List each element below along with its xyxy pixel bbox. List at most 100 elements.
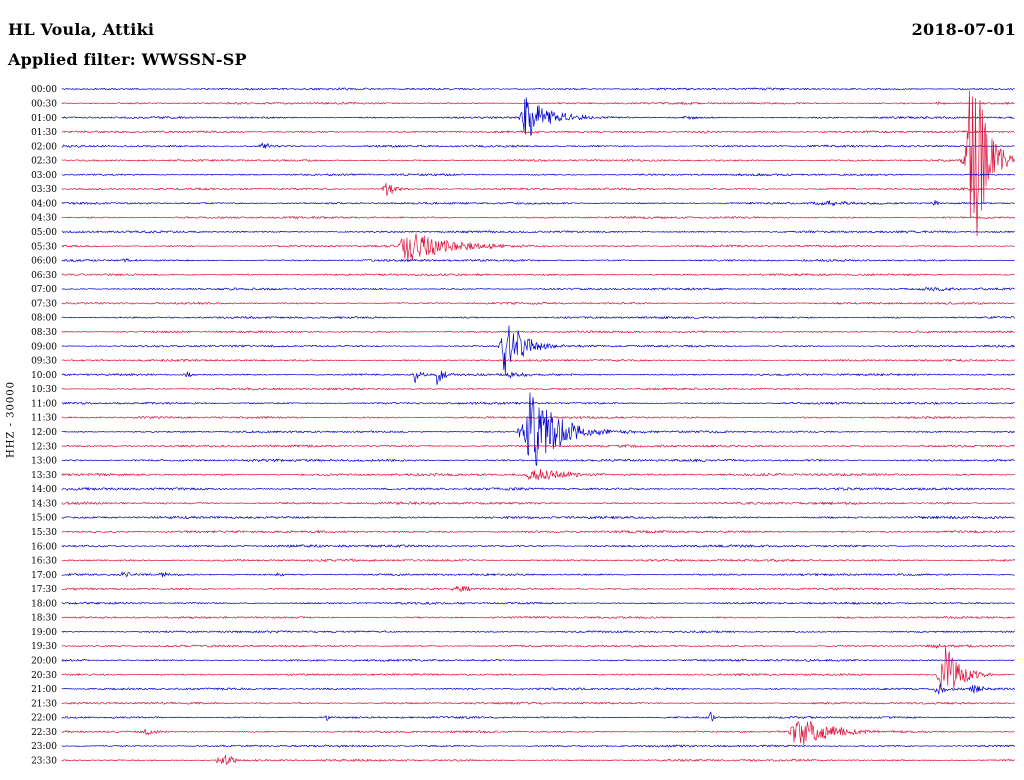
time-label: 05:00 [31, 228, 57, 238]
time-label: 22:30 [31, 728, 57, 738]
seismogram-trace [61, 683, 1015, 695]
time-label: 19:30 [31, 642, 57, 652]
time-label: 19:00 [31, 628, 57, 638]
time-label: 14:00 [31, 485, 57, 495]
seismogram-trace [61, 658, 1015, 662]
seismogram-trace [61, 330, 1015, 334]
seismogram-trace [61, 233, 1015, 263]
time-label: 20:00 [31, 657, 57, 667]
time-label: 06:30 [31, 271, 57, 281]
time-label: 23:00 [31, 742, 57, 752]
time-label: 11:30 [31, 414, 57, 424]
applied-filter-label: Applied filter: WWSSN-SP [8, 50, 247, 69]
seismogram-trace [61, 316, 1015, 319]
seismogram-trace [61, 325, 1015, 375]
time-label: 07:00 [31, 285, 57, 295]
time-label: 11:00 [31, 399, 57, 409]
seismogram-trace [61, 754, 1015, 765]
time-label: 09:00 [31, 342, 57, 352]
seismogram-trace [61, 182, 1015, 196]
seismogram-trace [61, 544, 1015, 548]
time-label: 15:00 [31, 514, 57, 524]
time-label: 09:30 [31, 357, 57, 367]
seismogram-trace [61, 401, 1015, 405]
seismogram-trace [61, 643, 1015, 649]
time-label: 10:00 [31, 371, 57, 381]
seismogram-trace [61, 97, 1015, 136]
seismogram-trace [61, 458, 1015, 463]
seismogram-trace [61, 392, 1015, 466]
time-label: 22:00 [31, 714, 57, 724]
record-date: 2018-07-01 [911, 20, 1016, 39]
seismogram-trace [61, 416, 1015, 419]
time-label: 04:30 [31, 214, 57, 224]
time-label: 12:00 [31, 428, 57, 438]
time-label: 13:30 [31, 471, 57, 481]
seismogram-trace [61, 630, 1015, 634]
seismogram-trace [61, 720, 1015, 746]
seismogram-trace [61, 571, 1015, 578]
time-label: 01:00 [31, 114, 57, 124]
seismogram-trace [61, 90, 1015, 237]
time-label: 01:30 [31, 128, 57, 138]
seismogram-trace [61, 199, 1015, 207]
time-label: 08:30 [31, 328, 57, 338]
time-label: 00:30 [31, 100, 57, 110]
seismogram-trace [61, 273, 1015, 277]
time-label: 08:00 [31, 314, 57, 324]
station-title: HL Voula, Attiki [8, 20, 155, 39]
time-label: 21:30 [31, 699, 57, 709]
seismogram-trace [61, 468, 1015, 481]
seismogram-trace [61, 301, 1015, 305]
time-label: 16:00 [31, 542, 57, 552]
time-label: 00:00 [31, 85, 57, 95]
time-label: 17:00 [31, 571, 57, 581]
time-label: 02:30 [31, 157, 57, 167]
seismogram-trace [61, 744, 1015, 748]
seismogram-trace [61, 130, 1015, 134]
seismogram-trace [61, 530, 1015, 534]
seismogram-trace [61, 601, 1015, 605]
seismogram-trace [61, 711, 1015, 722]
time-label: 23:30 [31, 757, 57, 767]
time-label: 03:30 [31, 185, 57, 195]
time-label: 16:30 [31, 557, 57, 567]
seismogram-trace [61, 646, 1015, 691]
seismogram-trace [61, 173, 1015, 177]
time-label: 06:00 [31, 257, 57, 267]
seismogram-trace [61, 515, 1015, 520]
seismogram-trace [61, 558, 1015, 562]
time-label: 14:30 [31, 499, 57, 509]
seismogram-trace [61, 585, 1015, 592]
time-label: 18:30 [31, 614, 57, 624]
time-label: 13:00 [31, 457, 57, 467]
seismogram-trace [61, 370, 1015, 386]
seismogram-trace [61, 444, 1015, 448]
seismogram-trace [61, 701, 1015, 705]
time-label: 15:30 [31, 528, 57, 538]
seismogram-trace [61, 230, 1015, 234]
seismogram-trace [61, 358, 1015, 362]
seismogram-trace [61, 142, 1015, 149]
seismogram-trace [61, 216, 1015, 220]
seismogram-trace [61, 615, 1015, 619]
seismogram-trace [61, 258, 1015, 263]
time-label: 04:00 [31, 200, 57, 210]
seismogram-trace [61, 287, 1015, 292]
seismogram-trace [61, 101, 1015, 105]
seismogram-trace [61, 501, 1015, 505]
time-label: 05:30 [31, 242, 57, 252]
time-label: 07:30 [31, 299, 57, 309]
time-label: 18:00 [31, 599, 57, 609]
time-label: 02:00 [31, 142, 57, 152]
seismogram-trace [61, 87, 1015, 91]
time-label: 10:30 [31, 385, 57, 395]
time-label: 21:00 [31, 685, 57, 695]
seismogram-trace [61, 487, 1015, 491]
time-label: 20:30 [31, 671, 57, 681]
time-label: 12:30 [31, 442, 57, 452]
time-label: 03:00 [31, 171, 57, 181]
time-label: 17:30 [31, 585, 57, 595]
